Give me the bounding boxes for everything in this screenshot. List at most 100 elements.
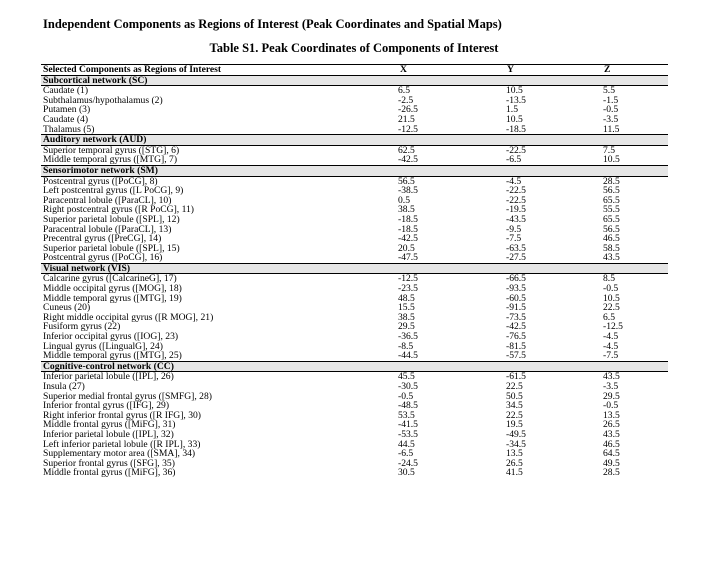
z-cell: 56.5 (603, 224, 620, 235)
region-cell: Paracentral lobule ([ParaCL], 10) (43, 195, 172, 206)
y-cell: -22.5 (506, 195, 526, 206)
table-row: Caudate (4) 21.5 10.5 -3.5 (41, 115, 668, 125)
region-cell: Right middle occipital gyrus ([R MOG], 2… (43, 312, 214, 323)
table-row: Middle occipital gyrus ([MOG], 18) -23.5 -… (41, 284, 668, 294)
y-cell: 50.5 (506, 391, 523, 402)
x-cell: -8.5 (398, 341, 414, 352)
z-cell: 64.5 (603, 449, 620, 459)
z-cell: 11.5 (603, 124, 620, 135)
region-cell: Middle frontal gyrus ([MiFG], 36) (43, 468, 176, 478)
region-cell: Inferior occipital gyrus ([IOG], 23) (43, 332, 179, 342)
z-cell: 6.5 (603, 312, 615, 323)
x-cell: 6.5 (398, 85, 410, 96)
x-cell: -42.5 (398, 155, 418, 166)
region-cell: Subthalamus/hypothalamus (2) (43, 95, 163, 106)
z-cell: -4.5 (603, 332, 619, 342)
table-row: Superior medial frontal gyrus ([SMFG], 2… (41, 392, 668, 402)
x-cell: -26.5 (398, 105, 418, 115)
z-cell: -0.5 (603, 105, 619, 115)
z-cell: 43.5 (603, 253, 620, 264)
section-title: Cognitive-control network (CC) (41, 360, 366, 373)
y-cell: -19.5 (506, 205, 526, 215)
table-row: Calcarine gyrus ([CalcarineG], 17) -12.5 -… (41, 274, 668, 284)
y-cell: -7.5 (506, 234, 522, 244)
x-cell: -6.5 (398, 449, 414, 459)
y-cell: -34.5 (506, 439, 526, 450)
z-cell: 46.5 (603, 439, 620, 450)
y-cell: 1.5 (506, 105, 518, 115)
table-row: Superior frontal gyrus ([SFG], 35) -24.5 2… (41, 459, 668, 469)
region-cell: Middle temporal gyrus ([MTG], 25) (43, 351, 182, 362)
region-cell: Middle frontal gyrus ([MiFG], 31) (43, 420, 176, 430)
y-cell: 22.5 (506, 410, 523, 421)
z-cell: -4.5 (603, 341, 619, 352)
section-header-empty-cell (571, 134, 668, 146)
z-cell: 58.5 (603, 243, 620, 254)
section-header-empty-cell (366, 360, 474, 373)
section-header-empty-cell (366, 262, 474, 275)
table-row: Middle frontal gyrus ([MiFG], 36) 30.5 41.… (41, 468, 668, 478)
y-cell: -57.5 (506, 351, 526, 362)
y-cell: -73.5 (506, 312, 526, 323)
region-cell: Lingual gyrus ([LingualG], 24) (43, 341, 163, 352)
table-row: Middle temporal gyrus ([MTG], 19) 48.5 -60… (41, 294, 668, 304)
z-cell: 13.5 (603, 410, 620, 421)
table-row: Fusiform gyrus (22) 29.5 -42.5 -12.5 (41, 322, 668, 332)
section-title: Visual network (VIS) (41, 262, 366, 275)
x-cell: 44.5 (398, 439, 415, 450)
table-row: Lingual gyrus ([LingualG], 24) -8.5 -81.5 -… (41, 342, 668, 352)
z-cell: 22.5 (603, 303, 620, 313)
y-cell: 13.5 (506, 449, 523, 459)
x-cell: 21.5 (398, 114, 415, 125)
region-cell: Inferior parietal lobule ([IPL], 26) (43, 371, 174, 382)
x-cell: 53.5 (398, 410, 415, 421)
section-header-empty-cell (571, 360, 668, 373)
region-cell: Postcentral gyrus ([PoCG], 8) (43, 176, 158, 187)
y-cell: -63.5 (506, 243, 526, 254)
region-cell: Inferior frontal gyrus ([IFG], 29) (43, 401, 170, 411)
table-row: Superior parietal lobule ([SPL], 12) -18.… (41, 215, 668, 225)
header-y: Y (474, 64, 571, 76)
x-cell: 38.5 (398, 312, 415, 323)
table-row: Inferior parietal lobule ([IPL], 32) -53.… (41, 430, 668, 440)
table-row: Right postcentral gyrus ([R PoCG], 11) 38… (41, 205, 668, 215)
region-cell: Superior parietal lobule ([SPL], 12) (43, 214, 180, 225)
y-cell: -9.5 (506, 224, 522, 235)
region-cell: Cuneus (20) (43, 303, 91, 313)
section-header-empty-cell (366, 134, 474, 146)
z-cell: 43.5 (603, 371, 620, 382)
y-cell: -76.5 (506, 332, 526, 342)
z-cell: -3.5 (603, 114, 619, 125)
section-header-row: Subcortical network (SC) (41, 74, 668, 87)
y-cell: 19.5 (506, 420, 523, 430)
table-row: Postcentral gyrus ([PoCG], 8) 56.5 -4.5 28.… (41, 176, 668, 186)
region-cell: Caudate (4) (43, 114, 89, 125)
region-cell: Supplementary motor area ([SMA], 34) (43, 449, 196, 459)
x-cell: 0.5 (398, 195, 410, 206)
z-cell: -0.5 (603, 284, 619, 294)
x-cell: -18.5 (398, 214, 418, 225)
region-cell: Thalamus (5) (43, 124, 95, 135)
region-cell: Inferior parietal lobule ([IPL], 32) (43, 429, 174, 440)
x-cell: 15.5 (398, 303, 415, 313)
region-cell: Left postcentral gyrus ([L PoCG], 9) (43, 186, 184, 196)
region-cell: Calcarine gyrus ([CalcarineG], 17) (43, 273, 177, 285)
region-cell: Left inferior parietal lobule ([R IPL], … (43, 439, 201, 450)
table-row: Precentral gyrus ([PreCG], 14) -42.5 -7.5 4… (41, 234, 668, 244)
table-row: Paracentral lobule ([ParaCL], 10) 0.5 -22.… (41, 196, 668, 206)
x-cell: 45.5 (398, 371, 415, 382)
section-header-row: Visual network (VIS) (41, 262, 668, 275)
header-row: Selected Components as Regions of Intere… (41, 64, 668, 76)
region-cell: Superior medial frontal gyrus ([SMFG], 2… (43, 391, 212, 402)
table-row: Insula (27) -30.5 22.5 -3.5 (41, 382, 668, 392)
section-header-row: Sensorimotor network (SM) (41, 164, 668, 177)
z-cell: 55.5 (603, 205, 620, 215)
y-cell: -93.5 (506, 284, 526, 294)
section-header-empty-cell (474, 360, 571, 373)
x-cell: -47.5 (398, 253, 418, 264)
y-cell: -42.5 (506, 322, 526, 333)
x-cell: -12.5 (398, 273, 418, 285)
y-cell: -60.5 (506, 293, 526, 304)
y-cell: -4.5 (506, 176, 522, 187)
x-cell: -18.5 (398, 224, 418, 235)
